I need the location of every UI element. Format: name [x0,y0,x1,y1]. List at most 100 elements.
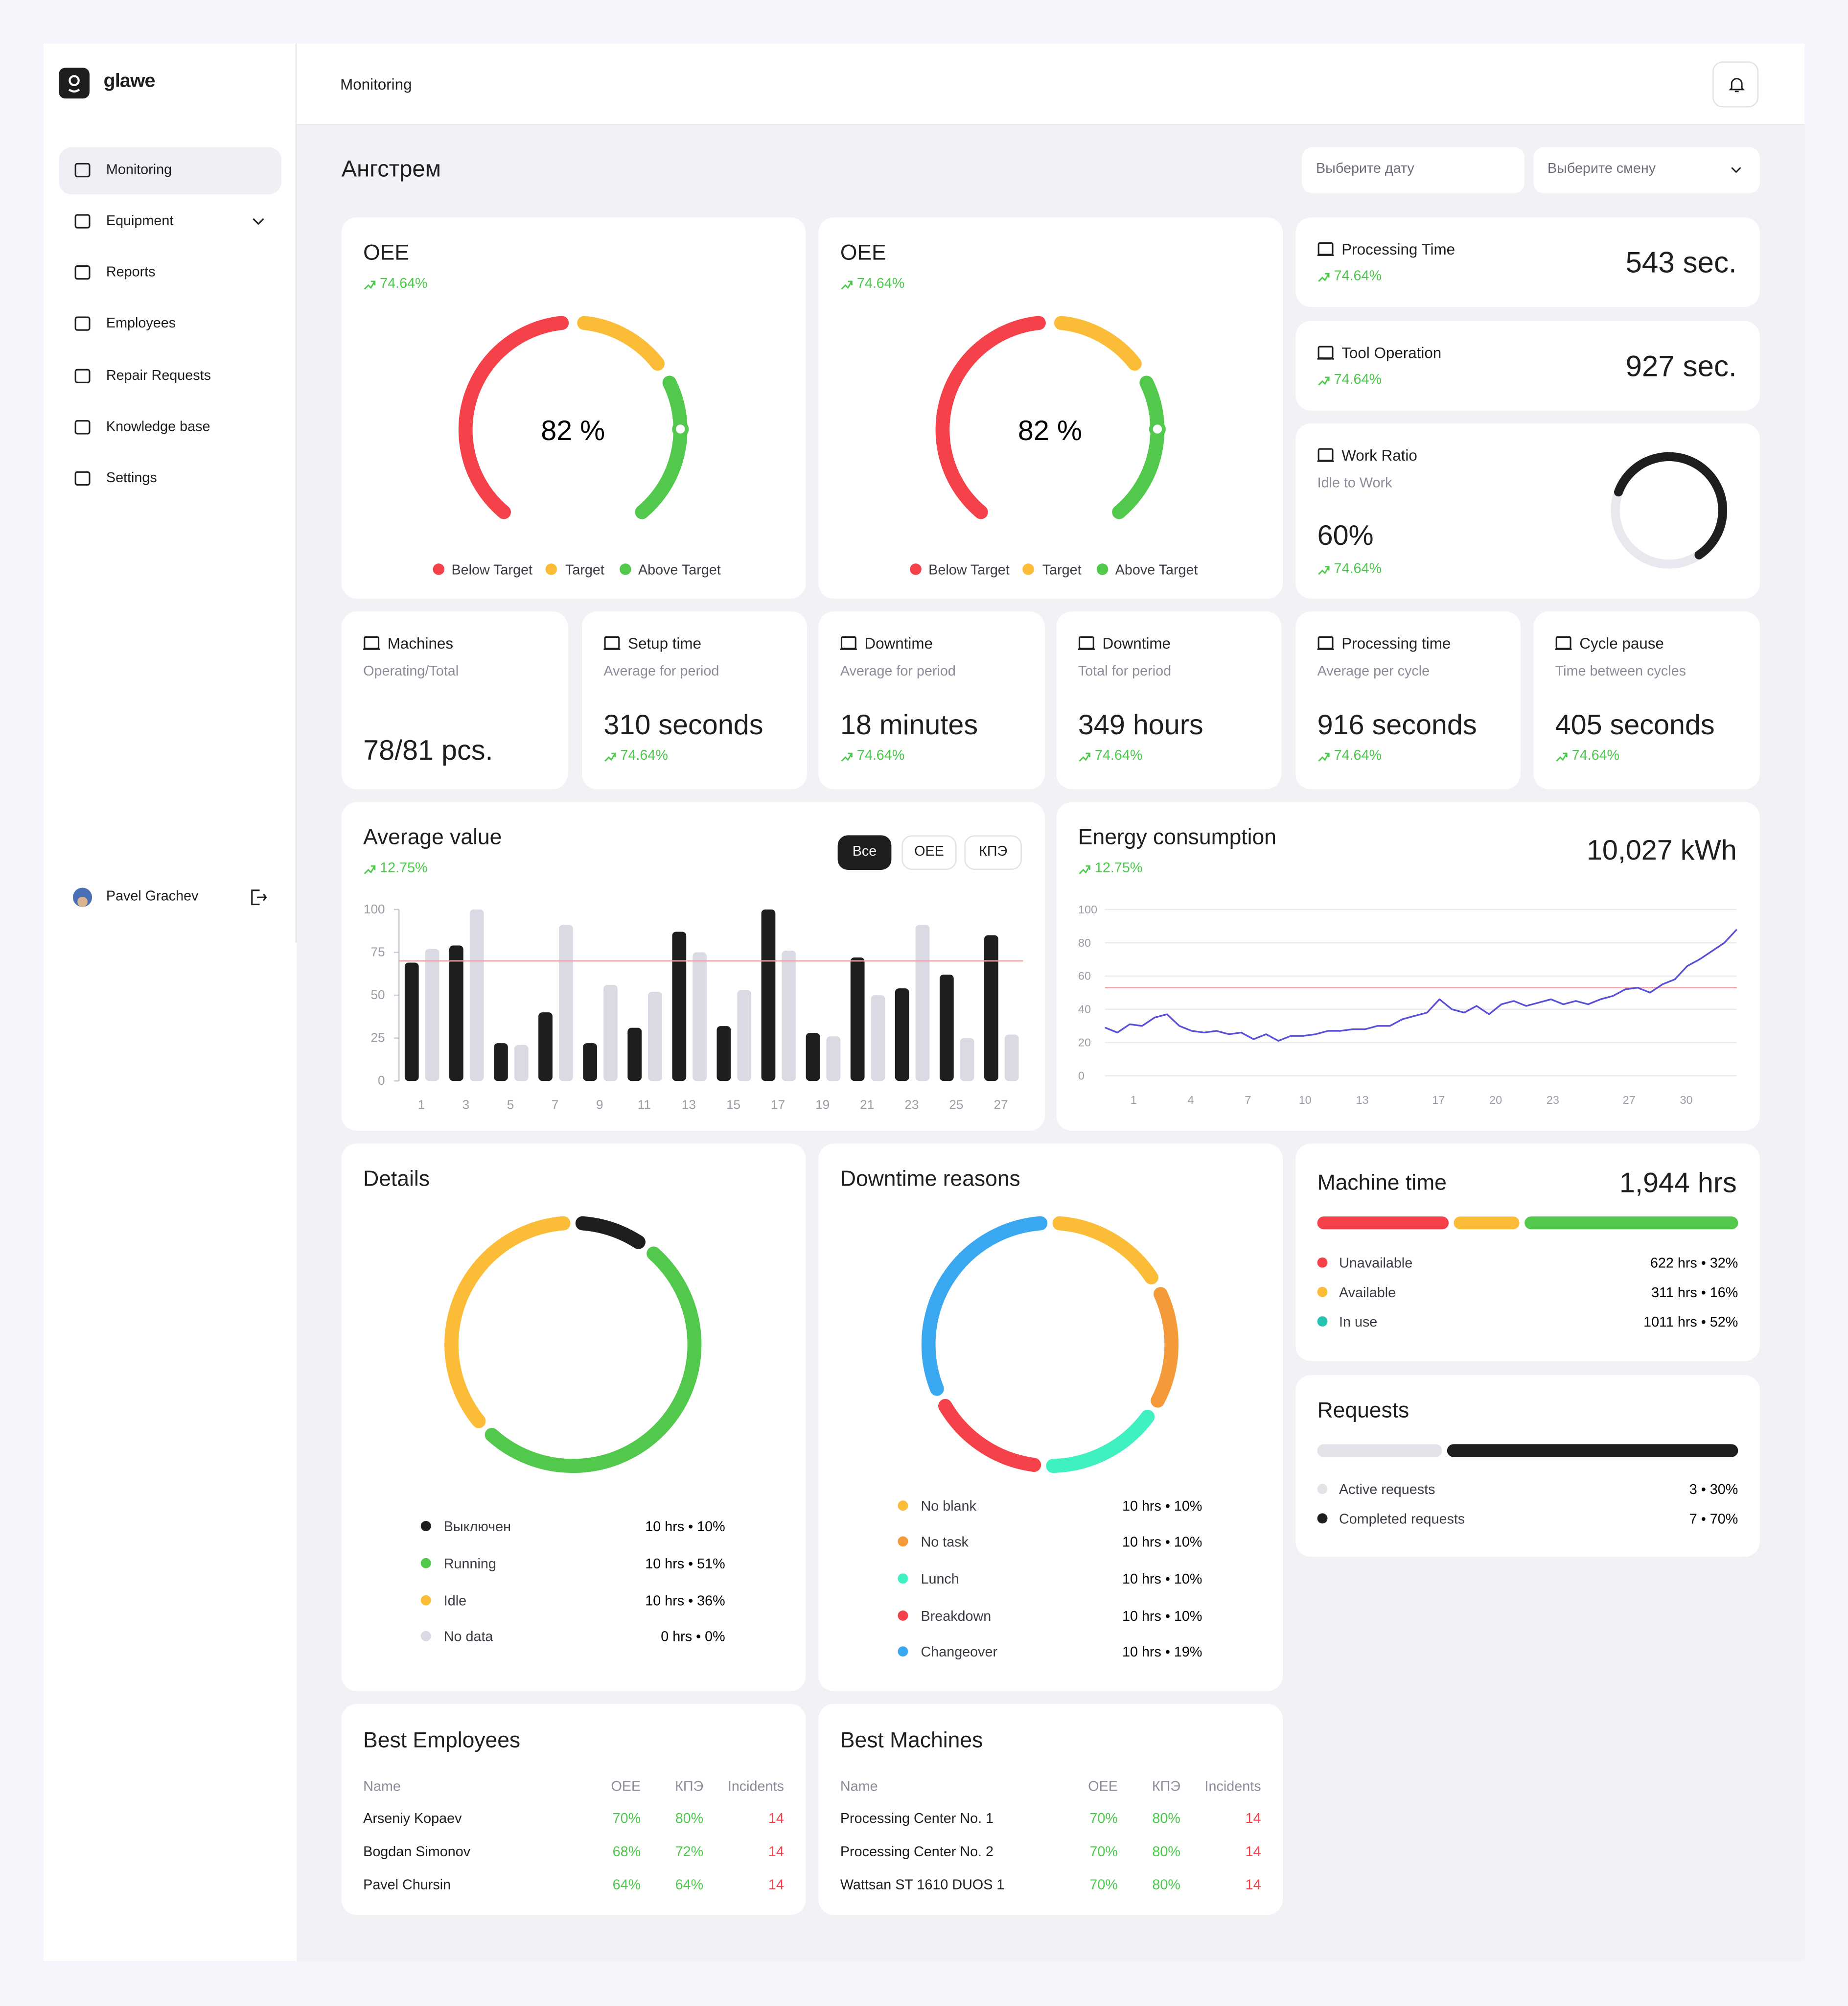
legend-dot [420,1631,431,1641]
card-value: 1,944 hrs [1619,1166,1737,1199]
trend-icon [364,280,376,290]
legend-dot [1317,1484,1328,1494]
x-tick-label: 25 [949,1097,963,1112]
bar [850,957,865,1081]
x-tick-label: 19 [815,1097,830,1112]
legend-value: 622 hrs • 32% [1650,1256,1738,1271]
nav-icon [74,163,91,178]
donut-segment [921,1216,1048,1396]
arrow [364,280,376,290]
filter-button[interactable]: Все [837,835,892,870]
bar [514,1045,529,1081]
card-title: Downtime [864,634,933,653]
trend-icon [1556,752,1568,762]
page-title: Ангстрем [341,156,441,182]
y-tick-label: 40 [1078,1003,1091,1016]
table-cell: КПЭ [1152,1779,1180,1796]
legend-label: Idle [444,1593,466,1609]
topbar [297,43,1805,126]
legend-dot [545,563,557,575]
legend-dot [420,1558,431,1568]
stat-card: Downtime Average for period 18 minutes 74.6… [818,611,1045,790]
x-tick-label: 11 [638,1097,651,1112]
trend: 74.64% [1334,562,1382,578]
y-tick-label: 0 [1078,1070,1085,1082]
x-tick-label: 7 [552,1097,559,1112]
x-tick-label: 23 [904,1097,919,1112]
card-value: 78/81 pcs. [363,734,493,766]
card-title: Best Machines [840,1727,983,1752]
card-subtitle: Time between cycles [1555,664,1686,680]
bar [538,1012,553,1081]
table-cell: Arseniy Kopaev [363,1812,462,1827]
date-input[interactable]: Выберите дату [1302,147,1525,193]
bar [425,949,439,1081]
legend-label: Выключен [444,1519,511,1535]
bar [469,909,484,1081]
table-cell: 70% [612,1812,641,1827]
x-tick-label: 15 [726,1097,740,1112]
gauge-arc [1054,316,1142,371]
icon-shape [74,214,91,229]
filter-button[interactable]: КПЭ [964,835,1022,870]
requests-card: Requests Active requests 3 • 30% Completed … [1295,1375,1760,1557]
arrow [1079,865,1090,874]
arrow [1318,273,1330,282]
gauge-value: 82 % [1018,415,1082,446]
legend-label: Breakdown [921,1609,992,1624]
trend-icon [1318,566,1330,575]
bell-button[interactable] [1712,61,1759,108]
legend-label: No task [921,1534,969,1550]
x-tick-label: 23 [1547,1094,1559,1106]
bar [716,1026,731,1081]
trend: 74.64% [380,277,428,292]
table-cell: 64% [612,1878,641,1894]
gauge-arc [577,316,665,371]
legend-label: Below Target [928,562,1010,578]
table-cell: 14 [768,1878,784,1894]
shift-select[interactable]: Выберите смену [1533,147,1760,193]
header-title: Monitoring [340,75,412,93]
x-tick-label: 5 [507,1097,514,1112]
trend: 12.75% [1094,861,1143,877]
legend-dot [898,1536,908,1547]
card-subtitle: Operating/Total [363,664,459,680]
trend-icon [841,280,853,290]
table-cell: OEE [1088,1779,1118,1796]
icon-shape [364,636,380,650]
legend-label: Available [1339,1285,1396,1301]
bar [782,951,796,1081]
nav-item[interactable]: Reports [59,250,281,297]
donut-segment [1052,1216,1158,1284]
gauge-marker [672,420,689,438]
x-tick-label: 4 [1188,1094,1194,1106]
icon-shape [74,420,91,435]
icon-shape [253,218,264,225]
logout-icon [251,889,267,906]
nav-item[interactable]: Equipment [59,198,281,246]
legend-dot [433,563,445,575]
bar [672,932,687,1081]
nav-item[interactable]: Settings [59,455,281,503]
bar [960,1038,974,1081]
card-icon [1078,636,1095,650]
sidebar [43,43,297,1961]
arrow [364,865,376,874]
x-tick-label: 7 [1245,1094,1251,1106]
table-cell: 14 [768,1845,784,1861]
arrow [1318,752,1330,762]
trend-icon [1318,376,1330,386]
nav-item[interactable]: Knowledge base [59,404,281,452]
nav-item[interactable]: Monitoring [59,147,281,195]
nav-item[interactable]: Repair Requests [59,353,281,400]
energy-card: Energy consumption 12.75% 10,027 kWh 0 20 40 6… [1056,802,1760,1131]
table-cell: 80% [1152,1845,1180,1861]
x-tick-label: 21 [860,1097,874,1112]
x-tick-label: 13 [1356,1094,1368,1106]
filter-button[interactable]: OEE [901,835,957,870]
bar [895,988,909,1081]
legend-value: 10 hrs • 51% [645,1556,725,1572]
nav-item[interactable]: Employees [59,301,281,348]
table-cell: Name [363,1779,401,1796]
sidebar-border [295,43,297,943]
